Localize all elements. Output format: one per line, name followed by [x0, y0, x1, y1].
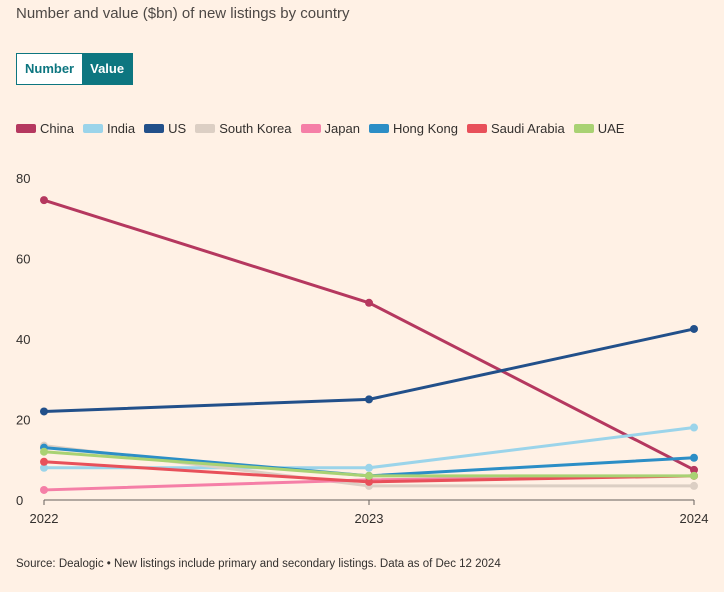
- legend-swatch-south-korea: [195, 124, 216, 133]
- data-point-china-2022: [40, 196, 48, 205]
- legend-label-south-korea: South Korea: [219, 121, 292, 136]
- data-point-us-2022: [40, 407, 48, 416]
- data-point-uae-2022: [40, 447, 48, 456]
- data-point-india-2022: [40, 463, 48, 472]
- legend-label-india: India: [106, 121, 136, 136]
- y-tick-label-20: 20: [16, 413, 30, 428]
- chart-title: Number and value ($bn) of new listings b…: [16, 5, 350, 22]
- metric-toggle: Number Value: [16, 53, 134, 85]
- chart-legend: China India US South Korea Japan Hong Ko…: [16, 121, 633, 136]
- legend-swatch-uae: [573, 124, 594, 133]
- legend-label-japan: Japan: [324, 121, 360, 136]
- series-us: [40, 324, 698, 416]
- data-point-us-2023: [365, 395, 373, 404]
- y-tick-label-60: 60: [16, 252, 30, 267]
- series-line-china: [42, 198, 696, 472]
- data-point-saudi-arabia-2023: [365, 477, 373, 486]
- legend-label-hong-kong: Hong Kong: [392, 121, 458, 136]
- x-tick-label-2024: 2024: [680, 511, 709, 526]
- legend-label-china: China: [40, 121, 74, 136]
- legend-label-us: US: [168, 121, 187, 136]
- series-india: [40, 423, 698, 472]
- legend-item-japan: Japan: [300, 121, 360, 136]
- legend-item-hong-kong: Hong Kong: [368, 121, 458, 136]
- legend-item-us: US: [144, 121, 186, 136]
- legend-swatch-japan: [300, 124, 321, 133]
- data-point-india-2024: [690, 423, 698, 432]
- legend-item-uae: UAE: [573, 121, 625, 136]
- legend-swatch-china: [16, 124, 36, 133]
- data-point-us-2024: [690, 324, 698, 333]
- series-china: [40, 196, 698, 474]
- data-point-japan-2022: [40, 485, 48, 494]
- data-point-saudi-arabia-2022: [40, 457, 48, 466]
- data-point-south-korea-2024: [690, 481, 698, 490]
- y-tick-label-0: 0: [16, 493, 23, 508]
- series-uae: [40, 447, 698, 480]
- legend-swatch-india: [82, 124, 103, 133]
- x-tick-label-2023: 2023: [355, 511, 384, 526]
- legend-item-saudi-arabia: Saudi Arabia: [467, 121, 565, 136]
- x-axis: 2022 2023 2024: [30, 499, 709, 526]
- number-toggle-button[interactable]: Number: [17, 54, 83, 84]
- legend-label-uae: UAE: [597, 121, 625, 136]
- source-note: Source: Dealogic • New listings include …: [16, 558, 501, 570]
- value-toggle-button[interactable]: Value: [82, 54, 133, 84]
- data-point-china-2024: [690, 465, 698, 474]
- data-point-china-2023: [365, 298, 373, 307]
- y-tick-label-40: 40: [16, 332, 30, 347]
- legend-swatch-hong-kong: [368, 124, 389, 133]
- legend-swatch-us: [144, 124, 165, 133]
- y-tick-label-80: 80: [16, 171, 30, 186]
- x-tick-label-2022: 2022: [30, 511, 59, 526]
- legend-item-south-korea: South Korea: [195, 121, 292, 136]
- series-layer: [40, 196, 698, 494]
- legend-item-india: India: [82, 121, 136, 136]
- legend-item-china: China: [16, 121, 74, 136]
- data-point-uae-2024: [690, 471, 698, 480]
- y-axis: 0 20 40 60 80: [16, 171, 30, 508]
- legend-label-saudi-arabia: Saudi Arabia: [491, 121, 565, 136]
- data-point-hong-kong-2024: [690, 453, 698, 462]
- data-point-uae-2023: [365, 471, 373, 480]
- data-point-india-2023: [365, 463, 373, 472]
- legend-swatch-saudi-arabia: [467, 124, 487, 133]
